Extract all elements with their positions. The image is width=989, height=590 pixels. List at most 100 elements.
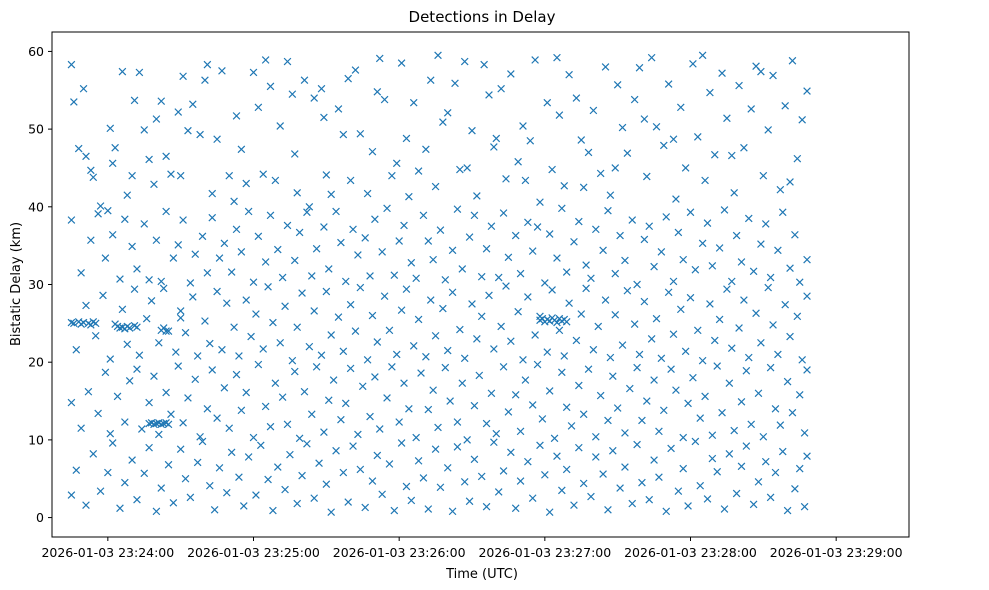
data-point [460, 478, 469, 486]
data-point [196, 130, 204, 139]
data-point [460, 354, 469, 363]
data-point [273, 463, 282, 471]
data-point [334, 313, 343, 321]
data-point [174, 241, 183, 249]
data-point [276, 338, 285, 347]
data-point [225, 424, 234, 433]
data-point [742, 366, 751, 375]
data-point [516, 477, 525, 485]
data-point [669, 135, 678, 144]
data-point [441, 276, 450, 284]
data-point [383, 204, 391, 213]
data-point [368, 311, 377, 320]
data-point [167, 170, 175, 179]
data-point [803, 87, 811, 95]
data-point [669, 330, 678, 339]
data-point [390, 271, 399, 280]
data-point [390, 506, 399, 515]
data-point [409, 342, 418, 350]
data-point [254, 103, 263, 112]
data-point [766, 273, 775, 282]
data-point [157, 97, 166, 105]
data-point [84, 387, 93, 396]
data-point [310, 307, 319, 315]
data-point [555, 326, 564, 335]
data-point [439, 304, 447, 313]
data-point [732, 489, 741, 498]
data-point [579, 410, 588, 419]
data-point [715, 315, 724, 324]
data-point [169, 498, 178, 507]
data-point [414, 315, 423, 324]
data-point [424, 237, 433, 245]
data-point [230, 197, 238, 206]
data-point [87, 166, 95, 175]
data-point [798, 115, 807, 124]
data-point [458, 265, 467, 273]
data-point [742, 442, 751, 450]
data-point [247, 332, 255, 341]
data-point [176, 307, 185, 315]
data-point [320, 428, 328, 436]
data-point [655, 473, 663, 482]
data-point [701, 392, 709, 401]
data-point [344, 498, 353, 506]
data-point [176, 445, 185, 454]
data-point [541, 279, 549, 287]
data-point [385, 326, 394, 335]
data-point [322, 480, 331, 488]
data-point [96, 202, 105, 210]
data-point [242, 296, 251, 304]
data-point [577, 310, 586, 318]
data-point [414, 167, 423, 175]
data-point [424, 505, 433, 513]
data-point [397, 306, 406, 314]
data-point [99, 291, 107, 300]
data-point [108, 159, 117, 168]
data-point [659, 141, 668, 150]
data-point [477, 272, 486, 281]
data-point [524, 293, 532, 301]
data-point [618, 123, 627, 132]
data-point [524, 457, 532, 466]
data-point [157, 484, 166, 492]
data-point [485, 91, 493, 99]
data-point [188, 293, 197, 301]
data-point [681, 347, 690, 356]
data-point [388, 171, 396, 180]
data-point [108, 439, 117, 447]
data-point [135, 68, 144, 77]
data-point [521, 176, 530, 185]
data-point [543, 98, 552, 107]
data-point [465, 497, 474, 506]
data-point [208, 213, 217, 222]
data-point [133, 365, 141, 374]
data-point [426, 76, 435, 84]
data-point [94, 409, 102, 418]
data-point [747, 105, 756, 113]
data-point [723, 285, 731, 293]
data-point [349, 442, 357, 450]
data-point [708, 431, 717, 440]
data-point [193, 352, 202, 360]
data-point [191, 375, 200, 384]
data-point [271, 176, 280, 185]
data-point [91, 319, 100, 328]
data-point [553, 254, 561, 262]
data-point [77, 269, 85, 277]
data-point [429, 386, 437, 394]
data-point [434, 51, 442, 60]
x-tick-label: 2026-01-03 23:28:00 [624, 545, 757, 560]
data-point [303, 208, 311, 217]
data-point [327, 331, 336, 339]
data-point [152, 236, 161, 245]
data-point [424, 405, 433, 414]
data-point [378, 490, 387, 499]
data-point [295, 434, 304, 443]
data-point [740, 143, 748, 152]
data-point [244, 207, 253, 216]
data-point [655, 427, 663, 436]
data-point [560, 352, 569, 360]
data-point [130, 321, 139, 330]
data-point [295, 228, 304, 237]
